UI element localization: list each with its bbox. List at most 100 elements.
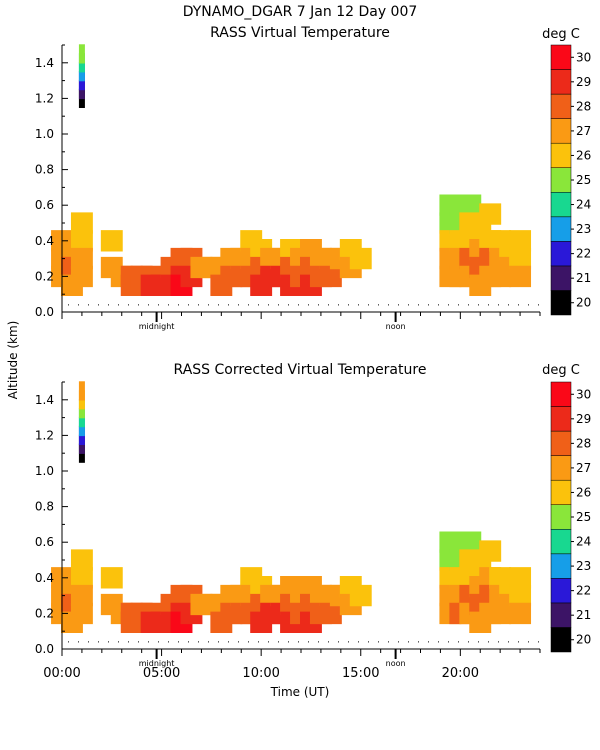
x-tick-label: 20:00 (442, 666, 479, 681)
colorbar-tick-label: 30 (576, 50, 591, 64)
colorbar-swatch (550, 553, 572, 579)
ground-dot (168, 304, 169, 306)
colorbar-tick-label: 21 (576, 608, 591, 622)
ground-dot (468, 641, 469, 643)
colorbar-swatch (550, 290, 572, 316)
ground-dot (478, 641, 479, 643)
local-time-label: noon (386, 322, 406, 331)
ground-dot (458, 641, 459, 643)
colorbar-swatch (550, 265, 572, 291)
y-tick-label: 0.4 (35, 234, 54, 248)
ground-dot (98, 304, 99, 306)
local-time-label: midnight (139, 322, 175, 331)
heat-cell (70, 212, 93, 234)
colorbar-swatch (550, 216, 572, 242)
ground-dot (168, 641, 169, 643)
y-tick-label: 0.0 (35, 642, 54, 656)
y-tick-label: 1.0 (35, 464, 54, 478)
ground-dot (278, 641, 279, 643)
ground-dot (488, 641, 489, 643)
y-tick-label: 0.2 (35, 269, 54, 283)
heat-cell (70, 265, 93, 288)
heat-cell (479, 540, 502, 562)
panel-title: RASS Virtual Temperature (210, 25, 390, 41)
ground-dot (78, 304, 79, 306)
y-tick-label: 0.6 (35, 198, 54, 212)
ground-dot (88, 304, 89, 306)
local-time-label: noon (386, 659, 406, 668)
heat-cell (70, 602, 93, 625)
colorbar-tick-label: 22 (576, 247, 591, 261)
ground-dot (138, 304, 139, 306)
figure-title: DYNAMO_DGAR 7 Jan 12 Day 007 (183, 4, 418, 20)
colorbar-tick-label: 29 (576, 412, 591, 426)
ground-dot (118, 304, 119, 306)
ground-dot (378, 641, 379, 643)
ground-dot (248, 304, 249, 306)
colorbar-swatch (550, 69, 572, 95)
ground-dots (68, 641, 539, 643)
y-tick-label: 1.2 (35, 428, 54, 442)
colorbar-tick-label: 26 (576, 148, 591, 162)
ground-dot (528, 641, 529, 643)
ground-dot (348, 641, 349, 643)
ground-dot (448, 304, 449, 306)
panel-title: RASS Corrected Virtual Temperature (174, 362, 427, 378)
ground-dot (218, 641, 219, 643)
heat-cell (100, 567, 123, 589)
ground-dot (148, 304, 149, 306)
ground-dot (258, 304, 259, 306)
ground-dot (308, 641, 309, 643)
y-axis-label: Altitude (km) (6, 321, 20, 400)
colorbar-tick-label: 22 (576, 584, 591, 598)
ground-dot (228, 641, 229, 643)
heat-cell (479, 203, 502, 225)
ground-dot (468, 304, 469, 306)
ground-dot (318, 304, 319, 306)
ground-dot (108, 304, 109, 306)
ground-dot (388, 304, 389, 306)
colorbar-swatch (550, 241, 572, 267)
ground-dot (178, 641, 179, 643)
heat-cell (319, 265, 342, 288)
colorbar-tick-label: 29 (576, 75, 591, 89)
ground-dot (428, 304, 429, 306)
y-tick-label: 0.6 (35, 535, 54, 549)
ground-dot (198, 641, 199, 643)
ground-dot (458, 304, 459, 306)
heat-cell (70, 584, 93, 607)
ground-dot (228, 304, 229, 306)
ground-dot (398, 641, 399, 643)
heat-cell (70, 230, 93, 252)
ground-dot (358, 304, 359, 306)
colorbar-swatch (550, 504, 572, 530)
ground-dot (318, 641, 319, 643)
y-tick-label: 0.4 (35, 571, 54, 585)
colorbar-tick-label: 25 (576, 173, 591, 187)
ground-dot (498, 641, 499, 643)
ground-dot (238, 304, 239, 306)
colorbar-tick-label: 24 (576, 198, 591, 212)
heat-cell (509, 602, 532, 625)
colorbar-tick-label: 24 (576, 535, 591, 549)
ground-dot (288, 641, 289, 643)
colorbar-swatch (550, 167, 572, 193)
colorbar-swatch (550, 430, 572, 456)
ground-dot (208, 641, 209, 643)
heat-cell (78, 381, 85, 401)
heat-cell (78, 44, 85, 64)
ground-dot (298, 304, 299, 306)
colorbar-tick-label: 28 (576, 99, 591, 113)
colorbar: 20 21 22 23 24 25 26 27 28 29 30 (550, 44, 591, 316)
ground-dot (368, 304, 369, 306)
colorbar-tick-label: 28 (576, 436, 591, 450)
x-tick-label: 05:00 (143, 666, 180, 681)
ground-dot (488, 304, 489, 306)
heat-cell (509, 247, 532, 270)
colorbar-swatch (550, 529, 572, 555)
colorbar-label: deg C (542, 27, 580, 42)
y-tick-label: 0.0 (35, 305, 54, 319)
y-tick-label: 1.4 (35, 393, 54, 407)
ground-dot (68, 304, 69, 306)
